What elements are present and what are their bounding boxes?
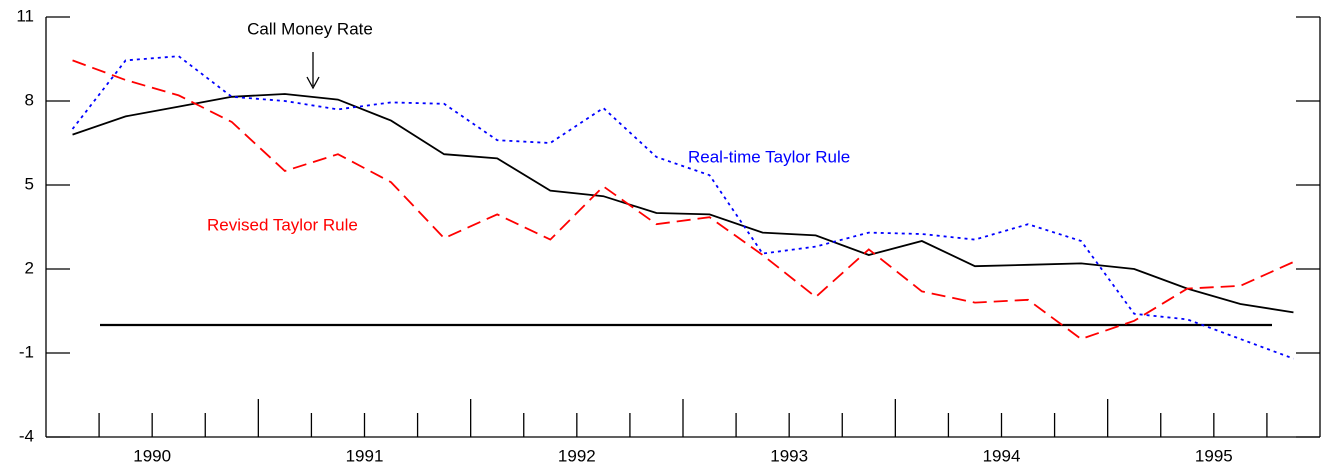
series-line (72, 93, 1294, 314)
x-tick-label: 1992 (558, 446, 596, 465)
x-tick-label: 1993 (770, 446, 808, 465)
annotation: Call Money Rate (247, 19, 373, 38)
y-tick-label: -4 (19, 426, 34, 445)
y-tick-label: 11 (16, 6, 34, 25)
x-tick-label: 1994 (983, 446, 1021, 465)
y-tick-label: 2 (25, 258, 34, 277)
arrow-head (306, 76, 320, 90)
x-tick-label: 1995 (1195, 446, 1233, 465)
y-tick-label: 8 (25, 90, 34, 109)
series-line (72, 59, 1294, 341)
x-tick-label: 1990 (133, 446, 171, 465)
annotation: Real-time Taylor Rule (688, 147, 850, 166)
series-line (71, 55, 1294, 360)
y-tick-label: 5 (25, 174, 34, 193)
x-tick-label: 1991 (346, 446, 384, 465)
y-tick-label: -1 (19, 342, 34, 361)
annotation: Revised Taylor Rule (207, 215, 358, 234)
